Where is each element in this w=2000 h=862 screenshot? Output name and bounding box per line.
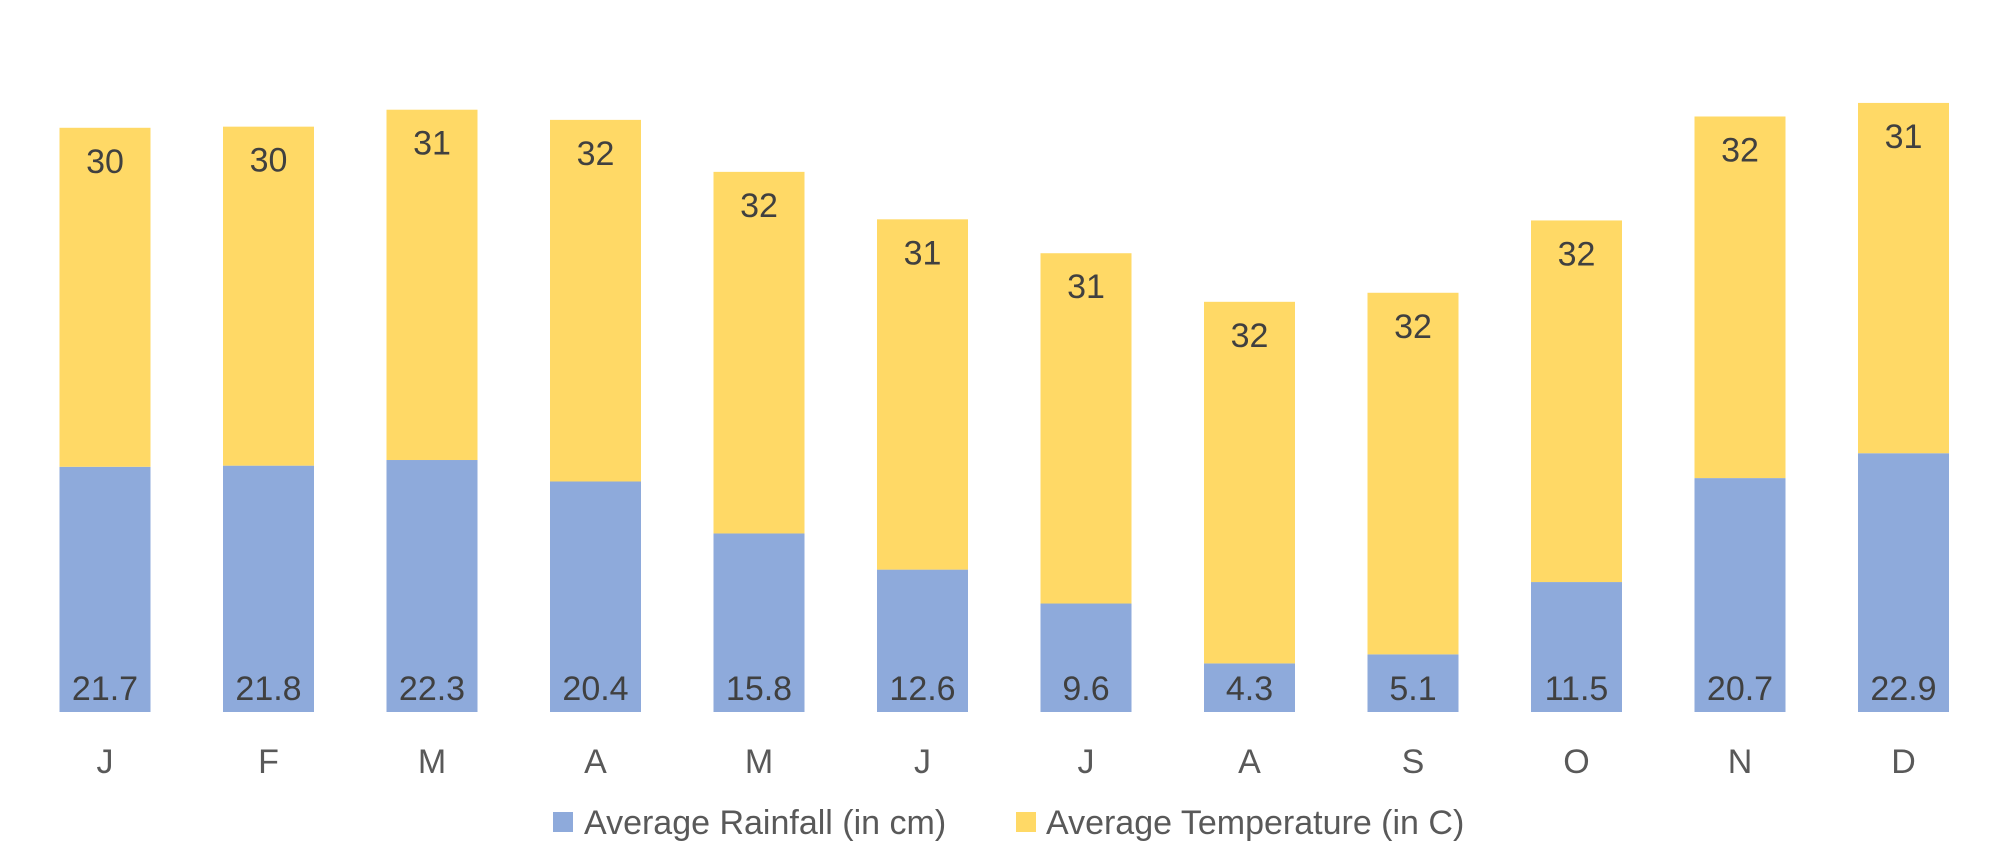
bar-rainfall-3 [386,460,478,712]
bar-temperature-11 [1694,116,1786,479]
bar-temperature-12 [1858,102,1949,454]
x-tick-label-1: J [97,743,114,781]
data-label-rainfall-5: 15.8 [726,670,792,708]
data-label-rainfall-8: 4.3 [1226,670,1273,708]
bar-rainfall-1 [59,466,151,712]
data-label-rainfall-11: 20.7 [1707,670,1773,708]
data-label-rainfall-3: 22.3 [399,670,465,708]
bar-temperature-2 [223,126,314,466]
data-label-temperature-2: 30 [250,142,288,180]
x-tick-label-7: J [1078,743,1095,781]
data-label-temperature-9: 32 [1394,308,1432,346]
data-label-rainfall-2: 21.8 [235,670,301,708]
bar-rainfall-10 [1531,582,1622,712]
legend-swatch-temperature [1016,812,1036,832]
data-label-temperature-6: 31 [904,234,942,272]
bar-rainfall-2 [223,465,314,712]
bar-temperature-9 [1367,292,1459,655]
data-label-rainfall-9: 5.1 [1389,670,1436,708]
bar-temperature-3 [386,109,478,461]
x-tick-label-3: M [418,743,446,781]
bar-temperature-5 [713,171,805,534]
bar-rainfall-9 [1367,654,1459,712]
data-labels-group: 21.7 30 21.8 30 22.3 31 20.4 32 15.8 32 12.6 31 9.6 3… [72,118,1937,708]
data-label-rainfall-1: 21.7 [72,670,138,708]
data-label-temperature-12: 31 [1885,118,1923,156]
x-tick-label-5: M [745,743,773,781]
data-label-temperature-8: 32 [1231,317,1269,355]
bar-temperature-4 [550,119,641,482]
bar-temperature-6 [877,219,968,570]
bar-temperature-1 [59,127,151,467]
bar-rainfall-11 [1694,478,1786,712]
x-tick-label-2: F [258,743,279,781]
bar-temperature-8 [1204,301,1295,664]
x-tick-label-4: A [584,743,607,781]
x-tick-label-8: A [1238,743,1261,781]
data-label-rainfall-7: 9.6 [1062,670,1109,708]
x-tick-label-9: S [1402,743,1425,781]
bar-rainfall-8 [1204,663,1295,712]
data-label-temperature-11: 32 [1721,131,1759,169]
x-tick-label-10: O [1563,743,1589,781]
data-label-temperature-4: 32 [577,135,615,173]
data-label-temperature-7: 31 [1067,268,1105,306]
data-label-temperature-5: 32 [740,187,778,225]
legend-label-temperature: Average Temperature (in C) [1046,804,1464,842]
bar-temperature-7 [1040,253,1132,604]
data-label-rainfall-10: 11.5 [1545,670,1609,708]
data-label-rainfall-4: 20.4 [562,670,628,708]
bar-rainfall-6 [877,569,968,712]
x-tick-label-12: D [1891,743,1916,781]
legend-label-rainfall: Average Rainfall (in cm) [584,804,946,842]
bars-group [59,102,1949,712]
data-label-temperature-10: 32 [1558,235,1596,273]
data-label-rainfall-6: 12.6 [889,670,955,708]
x-tick-label-6: J [914,743,931,781]
bar-rainfall-12 [1858,453,1949,712]
legend: Average Rainfall (in cm) Average Tempera… [553,804,1464,842]
data-label-temperature-1: 30 [86,143,124,181]
x-tick-label-11: N [1728,743,1753,781]
legend-swatch-rainfall [553,812,573,832]
bar-rainfall-7 [1040,603,1132,712]
bar-temperature-10 [1531,220,1622,583]
data-label-rainfall-12: 22.9 [1870,670,1936,708]
bar-rainfall-4 [550,481,641,712]
bar-rainfall-5 [713,533,805,712]
data-label-temperature-3: 31 [413,125,451,163]
